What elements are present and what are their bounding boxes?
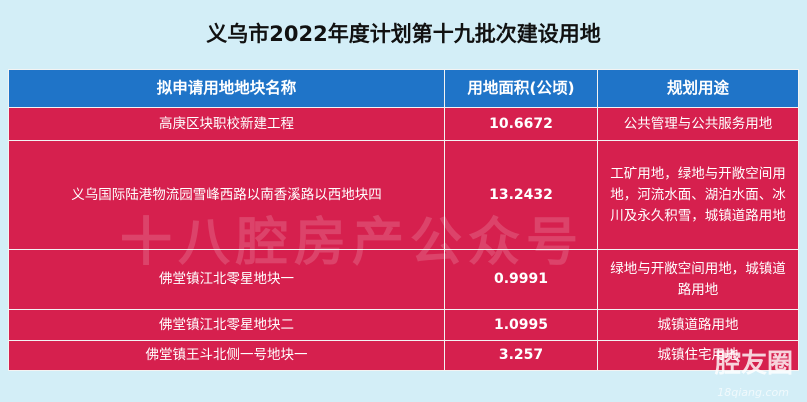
plot-name-cell: 高庚区块职校新建工程 xyxy=(8,107,445,141)
use-cell: 城镇住宅用地 xyxy=(597,340,799,371)
table-row: 佛堂镇王斗北侧一号地块一 3.257 城镇住宅用地 xyxy=(8,340,799,371)
plot-name-cell: 佛堂镇江北零星地块二 xyxy=(8,309,445,341)
plot-name-cell: 佛堂镇王斗北侧一号地块一 xyxy=(8,340,445,371)
plot-name-cell: 佛堂镇江北零星地块一 xyxy=(8,249,445,310)
plot-name-cell: 义乌国际陆港物流园雪峰西路以南香溪路以西地块四 xyxy=(8,140,445,250)
area-cell: 10.6672 xyxy=(444,107,598,141)
use-cell: 城镇道路用地 xyxy=(597,309,799,341)
use-cell: 绿地与开敞空间用地，城镇道路用地 xyxy=(597,249,799,310)
area-cell: 1.0995 xyxy=(444,309,598,341)
use-cell: 公共管理与公共服务用地 xyxy=(597,107,799,141)
area-cell: 3.257 xyxy=(444,340,598,371)
table-row: 高庚区块职校新建工程 10.6672 公共管理与公共服务用地 xyxy=(8,107,799,141)
page-title: 义乌市2022年度计划第十九批次建设用地 xyxy=(206,22,601,46)
table-row: 佛堂镇江北零星地块一 0.9991 绿地与开敞空间用地，城镇道路用地 xyxy=(8,249,799,310)
table-header-row: 拟申请用地地块名称 用地面积(公顷) 规划用途 xyxy=(8,69,799,108)
table-row: 义乌国际陆港物流园雪峰西路以南香溪路以西地块四 13.2432 工矿用地，绿地与… xyxy=(8,140,799,250)
use-cell: 工矿用地，绿地与开敞空间用地，河流水面、湖泊水面、冰川及永久积雪，城镇道路用地 xyxy=(597,140,799,250)
header-use: 规划用途 xyxy=(597,69,799,108)
land-table: 拟申请用地地块名称 用地面积(公顷) 规划用途 高庚区块职校新建工程 10.66… xyxy=(8,69,799,371)
table-row: 佛堂镇江北零星地块二 1.0995 城镇道路用地 xyxy=(8,309,799,341)
header-area: 用地面积(公顷) xyxy=(444,69,598,108)
site-watermark: 18qiang.com xyxy=(717,386,789,399)
area-cell: 13.2432 xyxy=(444,140,598,250)
area-cell: 0.9991 xyxy=(444,249,598,310)
header-plot-name: 拟申请用地地块名称 xyxy=(8,69,445,108)
